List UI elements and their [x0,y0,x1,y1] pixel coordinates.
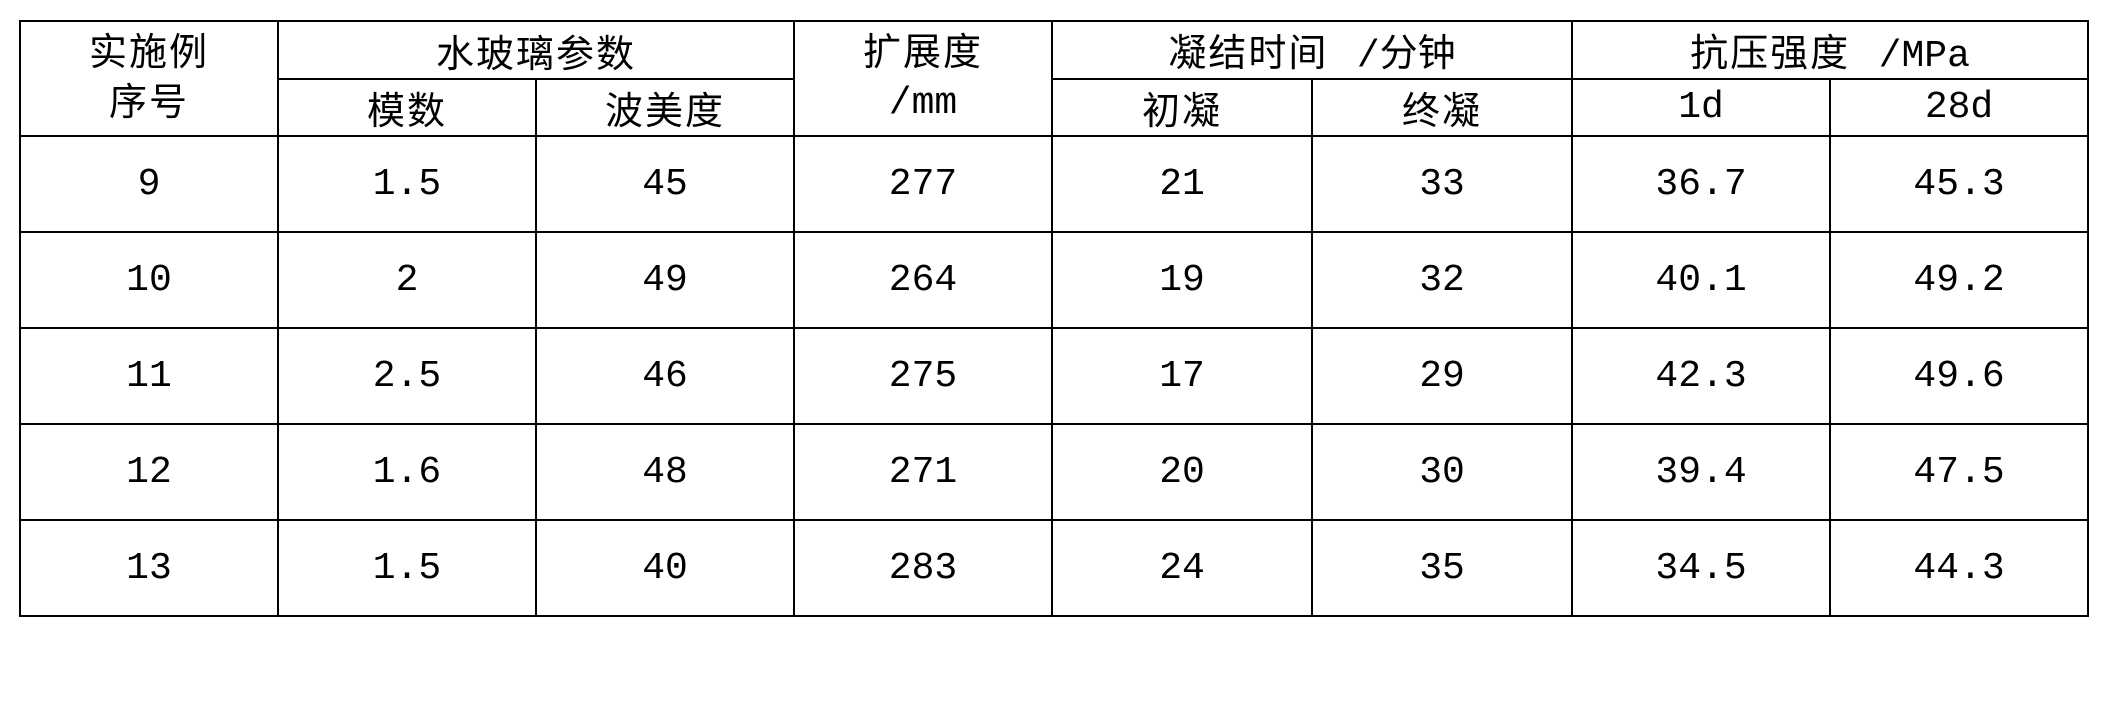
cell-initial: 20 [1052,424,1312,520]
header-extend: 扩展度 /mm [794,21,1052,136]
cell-1d: 36.7 [1572,136,1830,232]
cell-extend: 264 [794,232,1052,328]
table-row: 13 1.5 40 283 24 35 34.5 44.3 [20,520,2088,616]
header-set-time-unit: /分钟 [1357,35,1456,78]
header-modulus: 模数 [278,79,536,136]
header-28d: 28d [1830,79,2088,136]
header-extend-unit: /mm [889,79,957,128]
header-extend-label: 扩展度 [863,29,983,78]
cell-modulus: 2 [278,232,536,328]
header-example-line1: 实施例 [89,29,209,78]
cell-1d: 39.4 [1572,424,1830,520]
cell-baume: 46 [536,328,794,424]
header-strength-label: 抗压强度 [1690,33,1850,75]
cell-no: 12 [20,424,278,520]
data-table: 实施例 序号 水玻璃参数 扩展度 /mm 凝结时间 /分钟 [19,20,2089,617]
header-baume: 波美度 [536,79,794,136]
cell-1d: 42.3 [1572,328,1830,424]
header-water-glass: 水玻璃参数 [278,21,794,79]
cell-no: 13 [20,520,278,616]
cell-initial: 19 [1052,232,1312,328]
cell-modulus: 2.5 [278,328,536,424]
cell-no: 9 [20,136,278,232]
header-example-no: 实施例 序号 [20,21,278,136]
cell-final: 33 [1312,136,1572,232]
cell-final: 30 [1312,424,1572,520]
cell-no: 11 [20,328,278,424]
header-1d: 1d [1572,79,1830,136]
table-row: 9 1.5 45 277 21 33 36.7 45.3 [20,136,2088,232]
table-header-row-2: 模数 波美度 初凝 终凝 1d 28d [20,79,2088,136]
header-final-set: 终凝 [1312,79,1572,136]
table-body: 9 1.5 45 277 21 33 36.7 45.3 10 2 49 264… [20,136,2088,616]
cell-28d: 44.3 [1830,520,2088,616]
header-initial-set: 初凝 [1052,79,1312,136]
header-example-line2: 序号 [109,79,189,128]
cell-modulus: 1.6 [278,424,536,520]
header-strength-unit: /MPa [1879,35,1970,78]
table-row: 11 2.5 46 275 17 29 42.3 49.6 [20,328,2088,424]
table-header-row-1: 实施例 序号 水玻璃参数 扩展度 /mm 凝结时间 /分钟 [20,21,2088,79]
header-strength: 抗压强度 /MPa [1572,21,2088,79]
cell-final: 32 [1312,232,1572,328]
cell-baume: 48 [536,424,794,520]
cell-initial: 17 [1052,328,1312,424]
cell-1d: 34.5 [1572,520,1830,616]
cell-initial: 21 [1052,136,1312,232]
cell-modulus: 1.5 [278,520,536,616]
cell-extend: 277 [794,136,1052,232]
table-row: 10 2 49 264 19 32 40.1 49.2 [20,232,2088,328]
cell-no: 10 [20,232,278,328]
cell-28d: 47.5 [1830,424,2088,520]
cell-1d: 40.1 [1572,232,1830,328]
cell-extend: 283 [794,520,1052,616]
header-set-time-label: 凝结时间 [1168,33,1328,75]
cell-28d: 45.3 [1830,136,2088,232]
cell-28d: 49.6 [1830,328,2088,424]
cell-final: 35 [1312,520,1572,616]
cell-final: 29 [1312,328,1572,424]
header-set-time: 凝结时间 /分钟 [1052,21,1572,79]
cell-modulus: 1.5 [278,136,536,232]
cell-baume: 40 [536,520,794,616]
cell-extend: 275 [794,328,1052,424]
cell-baume: 49 [536,232,794,328]
cell-extend: 271 [794,424,1052,520]
table-row: 12 1.6 48 271 20 30 39.4 47.5 [20,424,2088,520]
cell-initial: 24 [1052,520,1312,616]
cell-28d: 49.2 [1830,232,2088,328]
cell-baume: 45 [536,136,794,232]
